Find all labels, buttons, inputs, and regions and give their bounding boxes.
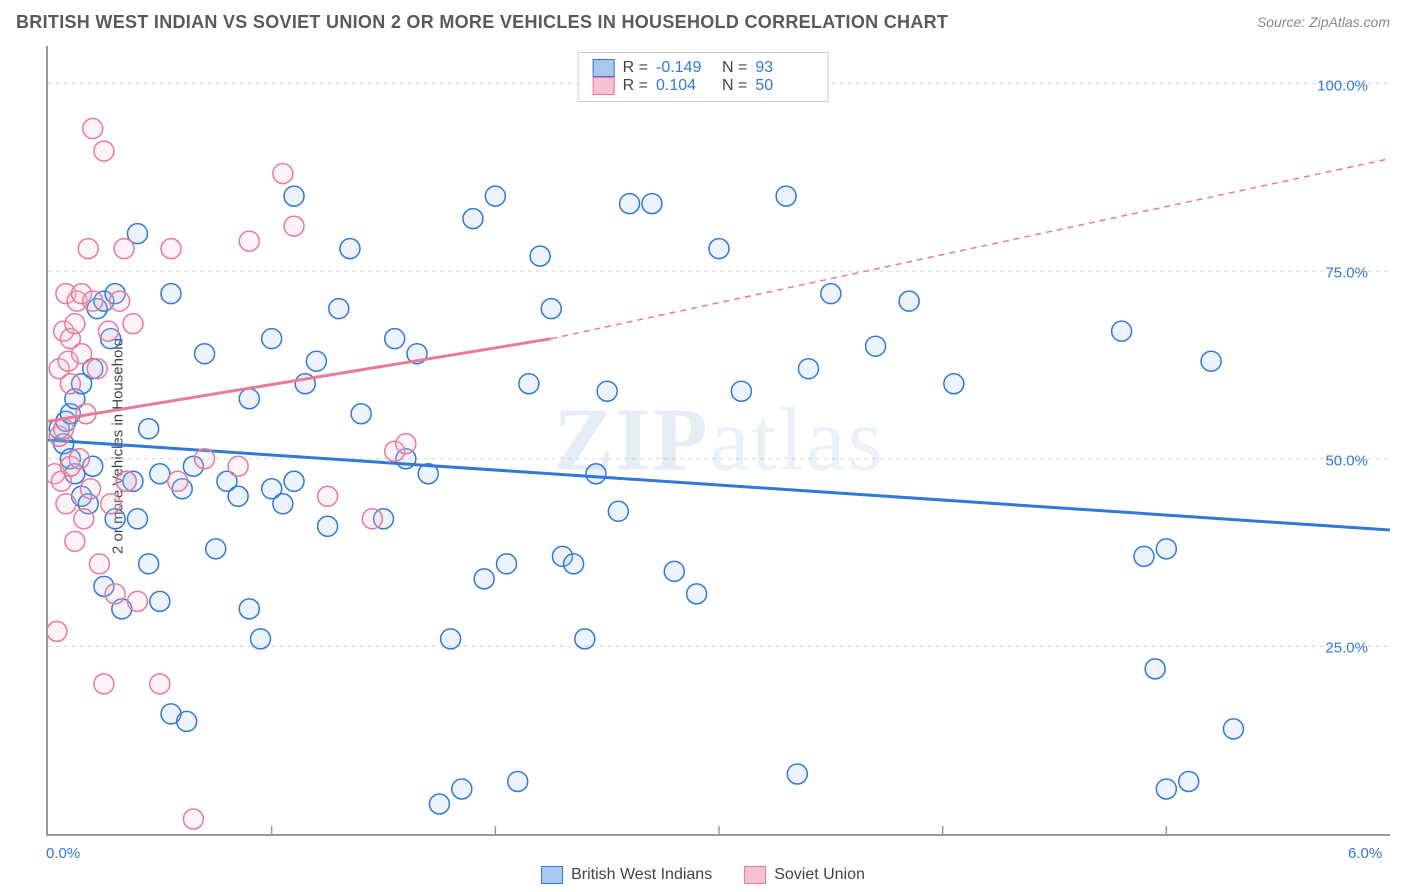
legend-swatch: [541, 866, 563, 884]
chart-header: BRITISH WEST INDIAN VS SOVIET UNION 2 OR…: [0, 0, 1406, 40]
legend-series-label: British West Indians: [571, 866, 712, 884]
legend-n-label: N =: [722, 77, 747, 95]
legend-swatch: [593, 77, 615, 95]
legend-series-item: Soviet Union: [744, 866, 865, 884]
legend-n-value: 50: [755, 77, 813, 95]
legend-series-label: Soviet Union: [774, 866, 865, 884]
legend-stats: R = -0.149 N = 93 R = 0.104 N = 50: [578, 52, 829, 102]
legend-r-label: R =: [623, 59, 648, 77]
y-tick-label: 50.0%: [1325, 452, 1368, 469]
legend-r-label: R =: [623, 77, 648, 95]
legend-swatch: [744, 866, 766, 884]
legend-stat-row: R = -0.149 N = 93: [593, 59, 814, 77]
chart-source: Source: ZipAtlas.com: [1257, 14, 1390, 30]
x-tick-label: 0.0%: [46, 845, 80, 862]
y-tick-label: 100.0%: [1317, 77, 1368, 94]
legend-series-item: British West Indians: [541, 866, 712, 884]
legend-r-value: 0.104: [656, 77, 714, 95]
legend-r-value: -0.149: [656, 59, 714, 77]
x-tick-label: 6.0%: [1348, 845, 1382, 862]
legend-stat-row: R = 0.104 N = 50: [593, 77, 814, 95]
legend-series: British West Indians Soviet Union: [541, 866, 865, 884]
y-tick-label: 75.0%: [1325, 265, 1368, 282]
legend-swatch: [593, 59, 615, 77]
chart-svg: [48, 46, 1390, 834]
chart-title: BRITISH WEST INDIAN VS SOVIET UNION 2 OR…: [16, 12, 948, 33]
y-tick-label: 25.0%: [1325, 640, 1368, 657]
legend-n-label: N =: [722, 59, 747, 77]
chart-plot-area: ZIPatlas: [46, 46, 1390, 836]
legend-n-value: 93: [755, 59, 813, 77]
